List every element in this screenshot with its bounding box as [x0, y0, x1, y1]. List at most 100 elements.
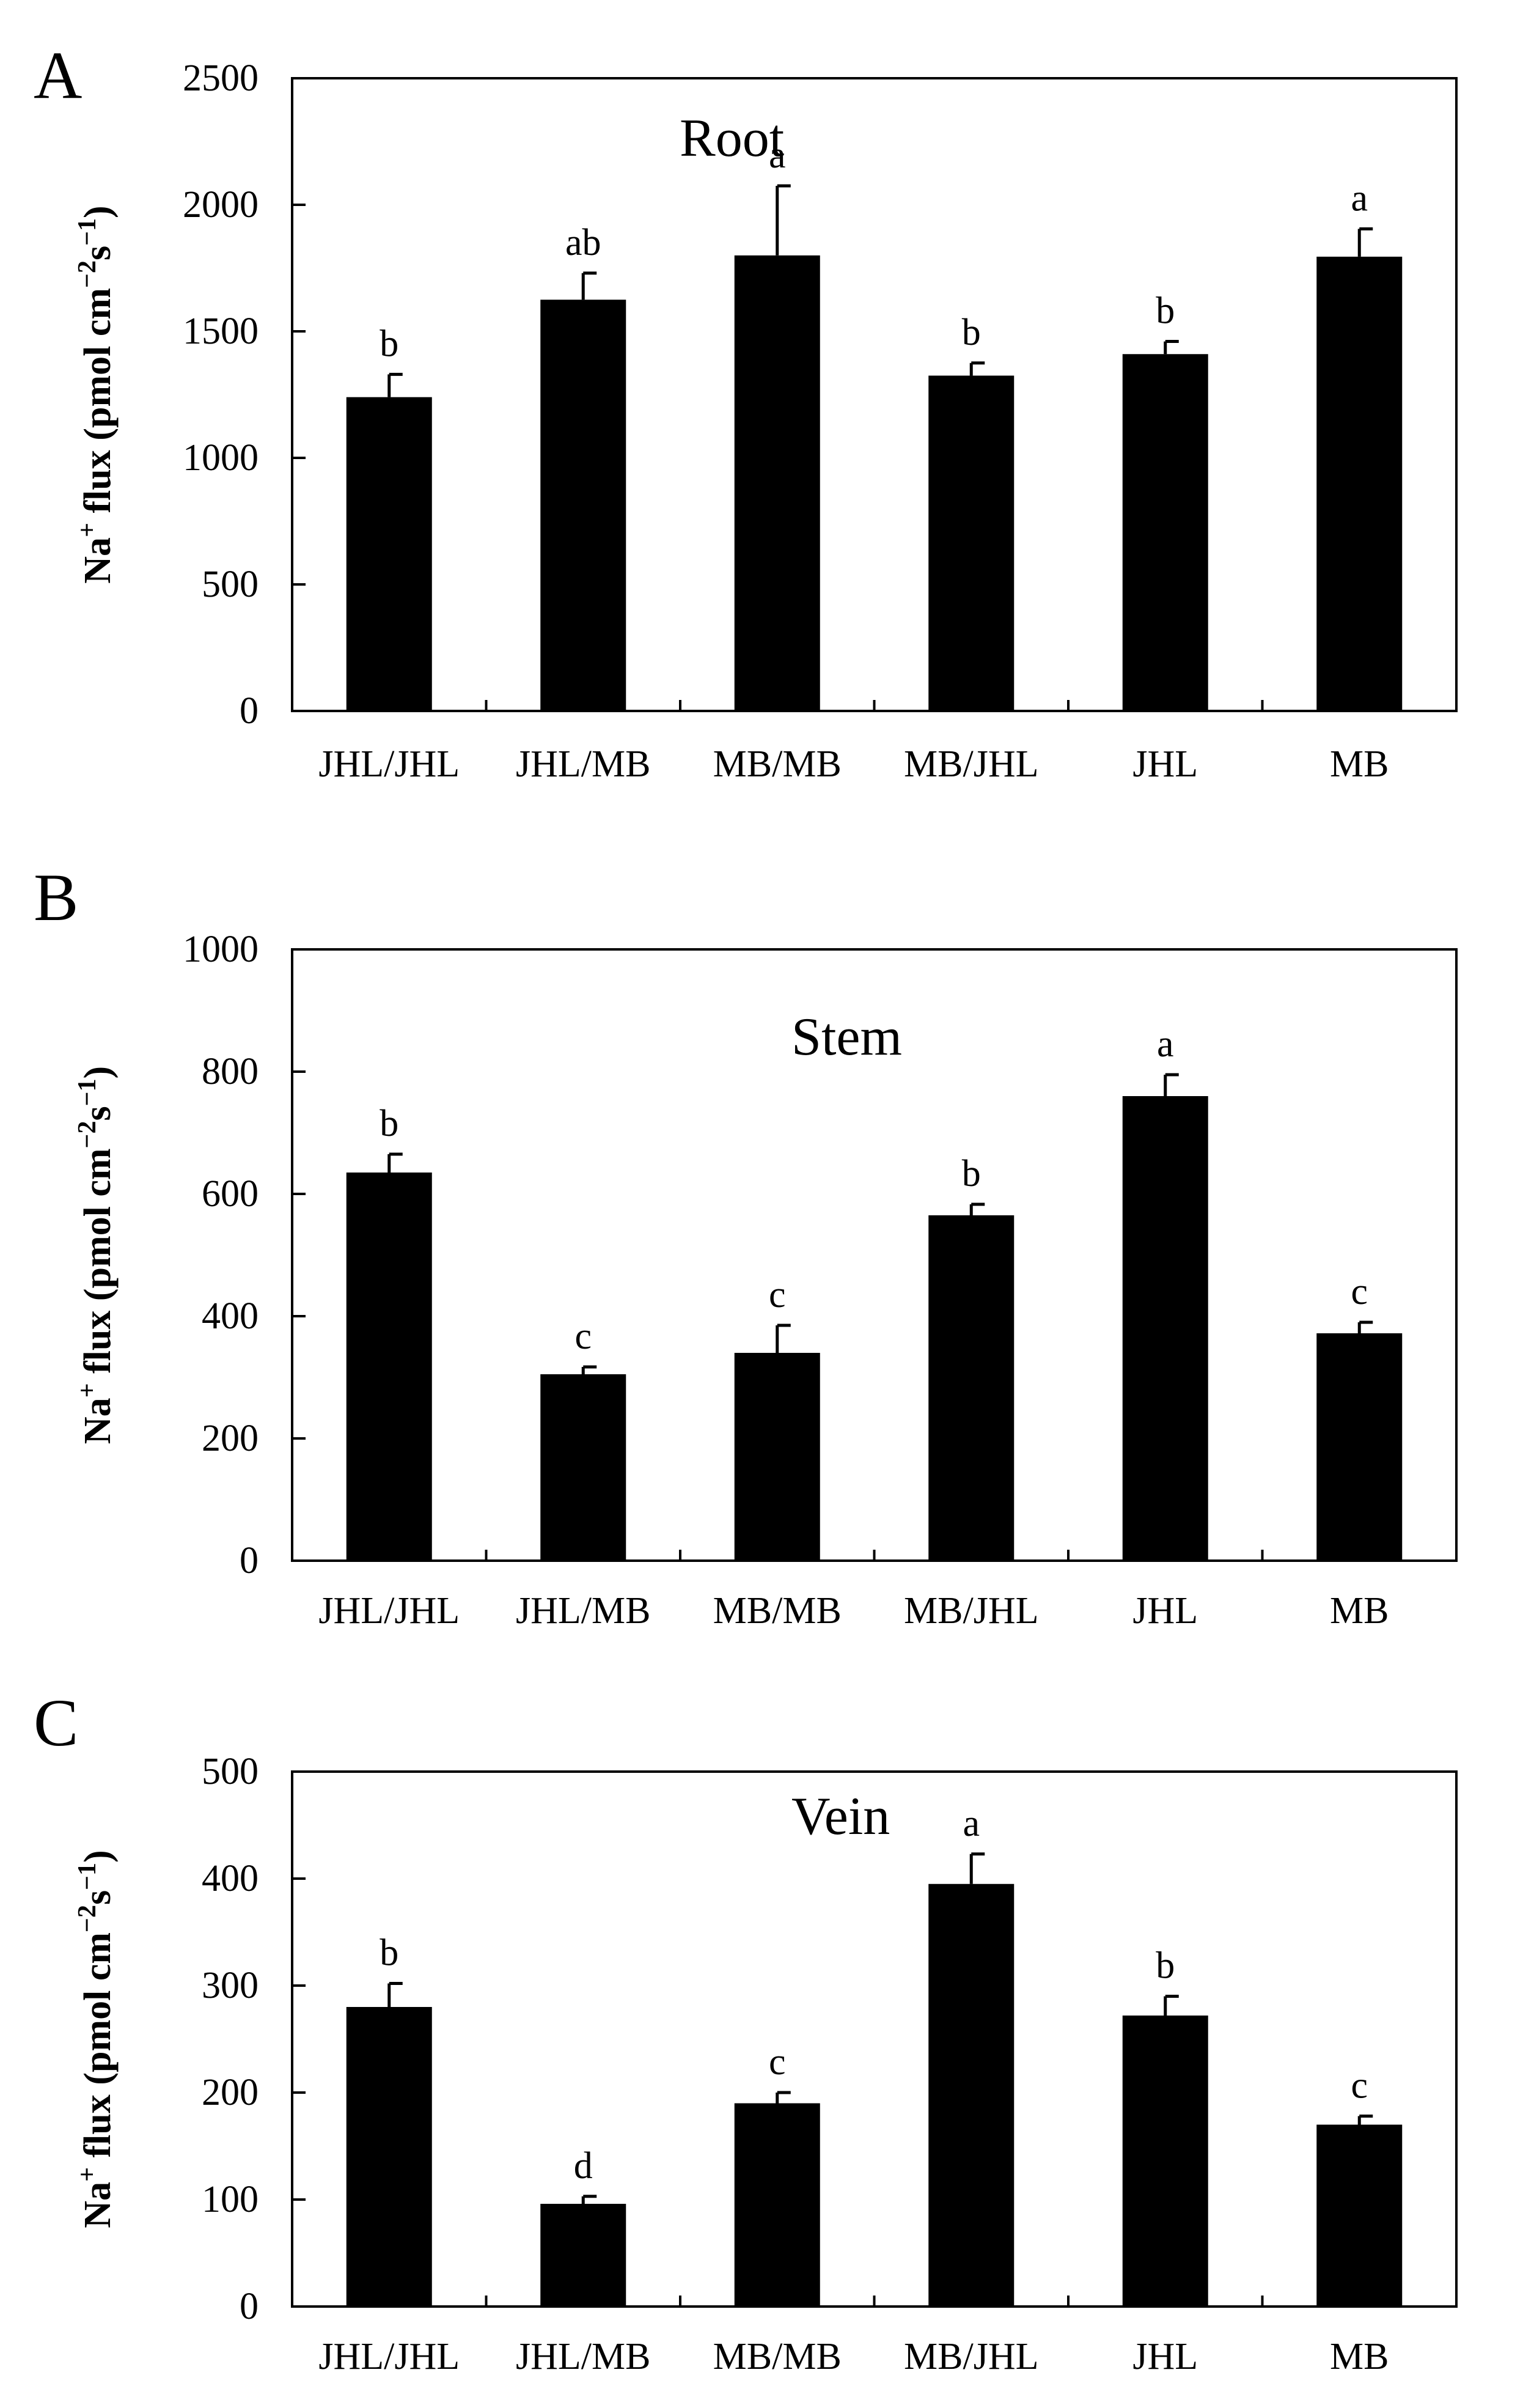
significance-letter: b — [380, 1103, 398, 1144]
panel-title: Stem — [791, 1007, 902, 1067]
bar-jhl-jhl — [346, 1173, 432, 1561]
bar-mb-mb — [734, 1353, 820, 1561]
y-axis-label-main: Na — [77, 2182, 119, 2228]
significance-letter: c — [1351, 1271, 1368, 1313]
significance-letter: a — [963, 1803, 980, 1844]
bar-jhl-jhl — [346, 397, 432, 711]
x-tick-label: MB/MB — [713, 1590, 842, 1632]
y-axis-label: Na+ flux (pmol cm−2s−1) — [73, 1850, 119, 2228]
y-axis-label-rest: flux (pmol cm — [77, 1932, 119, 2167]
y-axis-label-sup2: −2 — [73, 1121, 101, 1149]
y-tick-label: 2500 — [183, 57, 259, 99]
bar-mb-jhl — [928, 1883, 1015, 2307]
significance-letter: b — [380, 323, 398, 364]
y-axis-label: Na+ flux (pmol cm−2s−1) — [73, 1066, 119, 1444]
significance-letter: b — [380, 1932, 398, 1974]
x-tick-label: MB — [1330, 743, 1389, 785]
y-tick-label: 200 — [202, 2072, 259, 2113]
y-tick-label: 400 — [202, 1858, 259, 1899]
bar-jhl-jhl — [346, 2007, 432, 2307]
y-axis-label-main: Na — [77, 537, 119, 584]
y-axis-label-rest: flux (pmol cm — [77, 288, 119, 523]
x-tick-label: JHL — [1132, 1590, 1198, 1632]
y-tick-label: 400 — [202, 1295, 259, 1337]
bar-mb-jhl — [928, 375, 1015, 711]
y-axis-label-sup2: −2 — [73, 260, 101, 288]
y-axis-label-end: ) — [77, 205, 119, 218]
x-tick-label: JHL — [1132, 2336, 1198, 2377]
y-axis-label-rest2: s — [77, 1106, 119, 1121]
plot-frame — [291, 77, 1458, 712]
significance-letter: ab — [565, 222, 601, 263]
significance-letter: a — [1157, 1023, 1174, 1065]
x-tick-label: JHL/JHL — [318, 743, 460, 785]
bar-mb — [1316, 256, 1403, 711]
bar-mb — [1316, 1333, 1403, 1561]
y-axis-label-end: ) — [77, 1850, 119, 1863]
panel-a: A Root 0 500 1000 1500 2000 2500 Na+ flux (pmol … — [34, 38, 1458, 785]
y-axis-label-sup3: −1 — [73, 1078, 101, 1106]
x-tick-label: MB — [1330, 1590, 1389, 1632]
y-tick-label: 0 — [240, 2286, 259, 2327]
bar-jhl — [1122, 2016, 1208, 2307]
panel-c: C Vein 0 100 200 300 400 500 Na+ flux (pmol cm−2… — [34, 1685, 1458, 2377]
y-axis-label-sup: + — [73, 523, 101, 537]
significance-letter: c — [769, 2041, 786, 2083]
y-axis-label-end: ) — [77, 1066, 119, 1079]
x-tick-label: JHL/MB — [516, 1590, 650, 1632]
bar-jhl-mb — [540, 2204, 626, 2307]
bar-mb — [1316, 2124, 1403, 2307]
significance-letter: a — [1351, 177, 1368, 219]
significance-letter: b — [962, 1153, 981, 1195]
y-axis-label-sup: + — [73, 2167, 101, 2182]
y-tick-label: 0 — [240, 1540, 259, 1581]
x-tick-label: MB — [1330, 2336, 1389, 2377]
significance-letter: d — [574, 2145, 593, 2187]
y-axis-label-sup2: −2 — [73, 1905, 101, 1932]
y-axis-label-sup3: −1 — [73, 1863, 101, 1890]
y-tick-label: 200 — [202, 1418, 259, 1459]
x-tick-label: MB/MB — [713, 743, 842, 785]
y-tick-label: 1000 — [183, 929, 259, 970]
significance-letter: b — [962, 312, 981, 353]
y-tick-label: 800 — [202, 1051, 259, 1092]
bar-jhl-mb — [540, 1374, 626, 1561]
bar-jhl — [1122, 354, 1208, 711]
significance-letter: c — [769, 1274, 786, 1316]
y-axis-label-rest: flux (pmol cm — [77, 1148, 119, 1383]
x-tick-label: MB/JHL — [904, 2336, 1038, 2377]
panel-title: Root — [680, 109, 784, 168]
significance-letter: b — [1156, 290, 1175, 332]
y-tick-label: 1000 — [183, 437, 259, 479]
x-tick-label: MB/JHL — [904, 743, 1038, 785]
y-axis-label-rest2: s — [77, 246, 119, 260]
panel-title: Vein — [791, 1787, 890, 1846]
bar-jhl-mb — [540, 300, 626, 711]
y-tick-label: 1500 — [183, 311, 259, 352]
x-tick-label: JHL/JHL — [318, 1590, 460, 1632]
y-tick-label: 300 — [202, 1965, 259, 2006]
y-axis-label-sup3: −1 — [73, 218, 101, 246]
y-tick-label: 2000 — [183, 184, 259, 226]
panel-label: C — [34, 1685, 78, 1760]
y-tick-label: 0 — [240, 690, 259, 732]
significance-letter: c — [1351, 2065, 1368, 2107]
bar-mb-jhl — [928, 1215, 1015, 1561]
y-tick-label: 500 — [202, 1751, 259, 1792]
x-tick-label: MB/MB — [713, 2336, 842, 2377]
significance-letter: a — [769, 134, 786, 176]
x-tick-label: MB/JHL — [904, 1590, 1038, 1632]
y-axis-label: Na+ flux (pmol cm−2s−1) — [73, 205, 119, 583]
significance-letter: c — [574, 1316, 592, 1357]
y-axis-label-main: Na — [77, 1397, 119, 1444]
bar-jhl — [1122, 1096, 1208, 1561]
panel-label: A — [34, 38, 82, 112]
bar-mb-mb — [734, 2103, 820, 2307]
x-tick-label: JHL/MB — [516, 743, 650, 785]
x-tick-label: JHL/JHL — [318, 2336, 460, 2377]
y-tick-label: 500 — [202, 564, 259, 605]
x-tick-label: JHL/MB — [516, 2336, 650, 2377]
x-tick-label: JHL — [1132, 743, 1198, 785]
